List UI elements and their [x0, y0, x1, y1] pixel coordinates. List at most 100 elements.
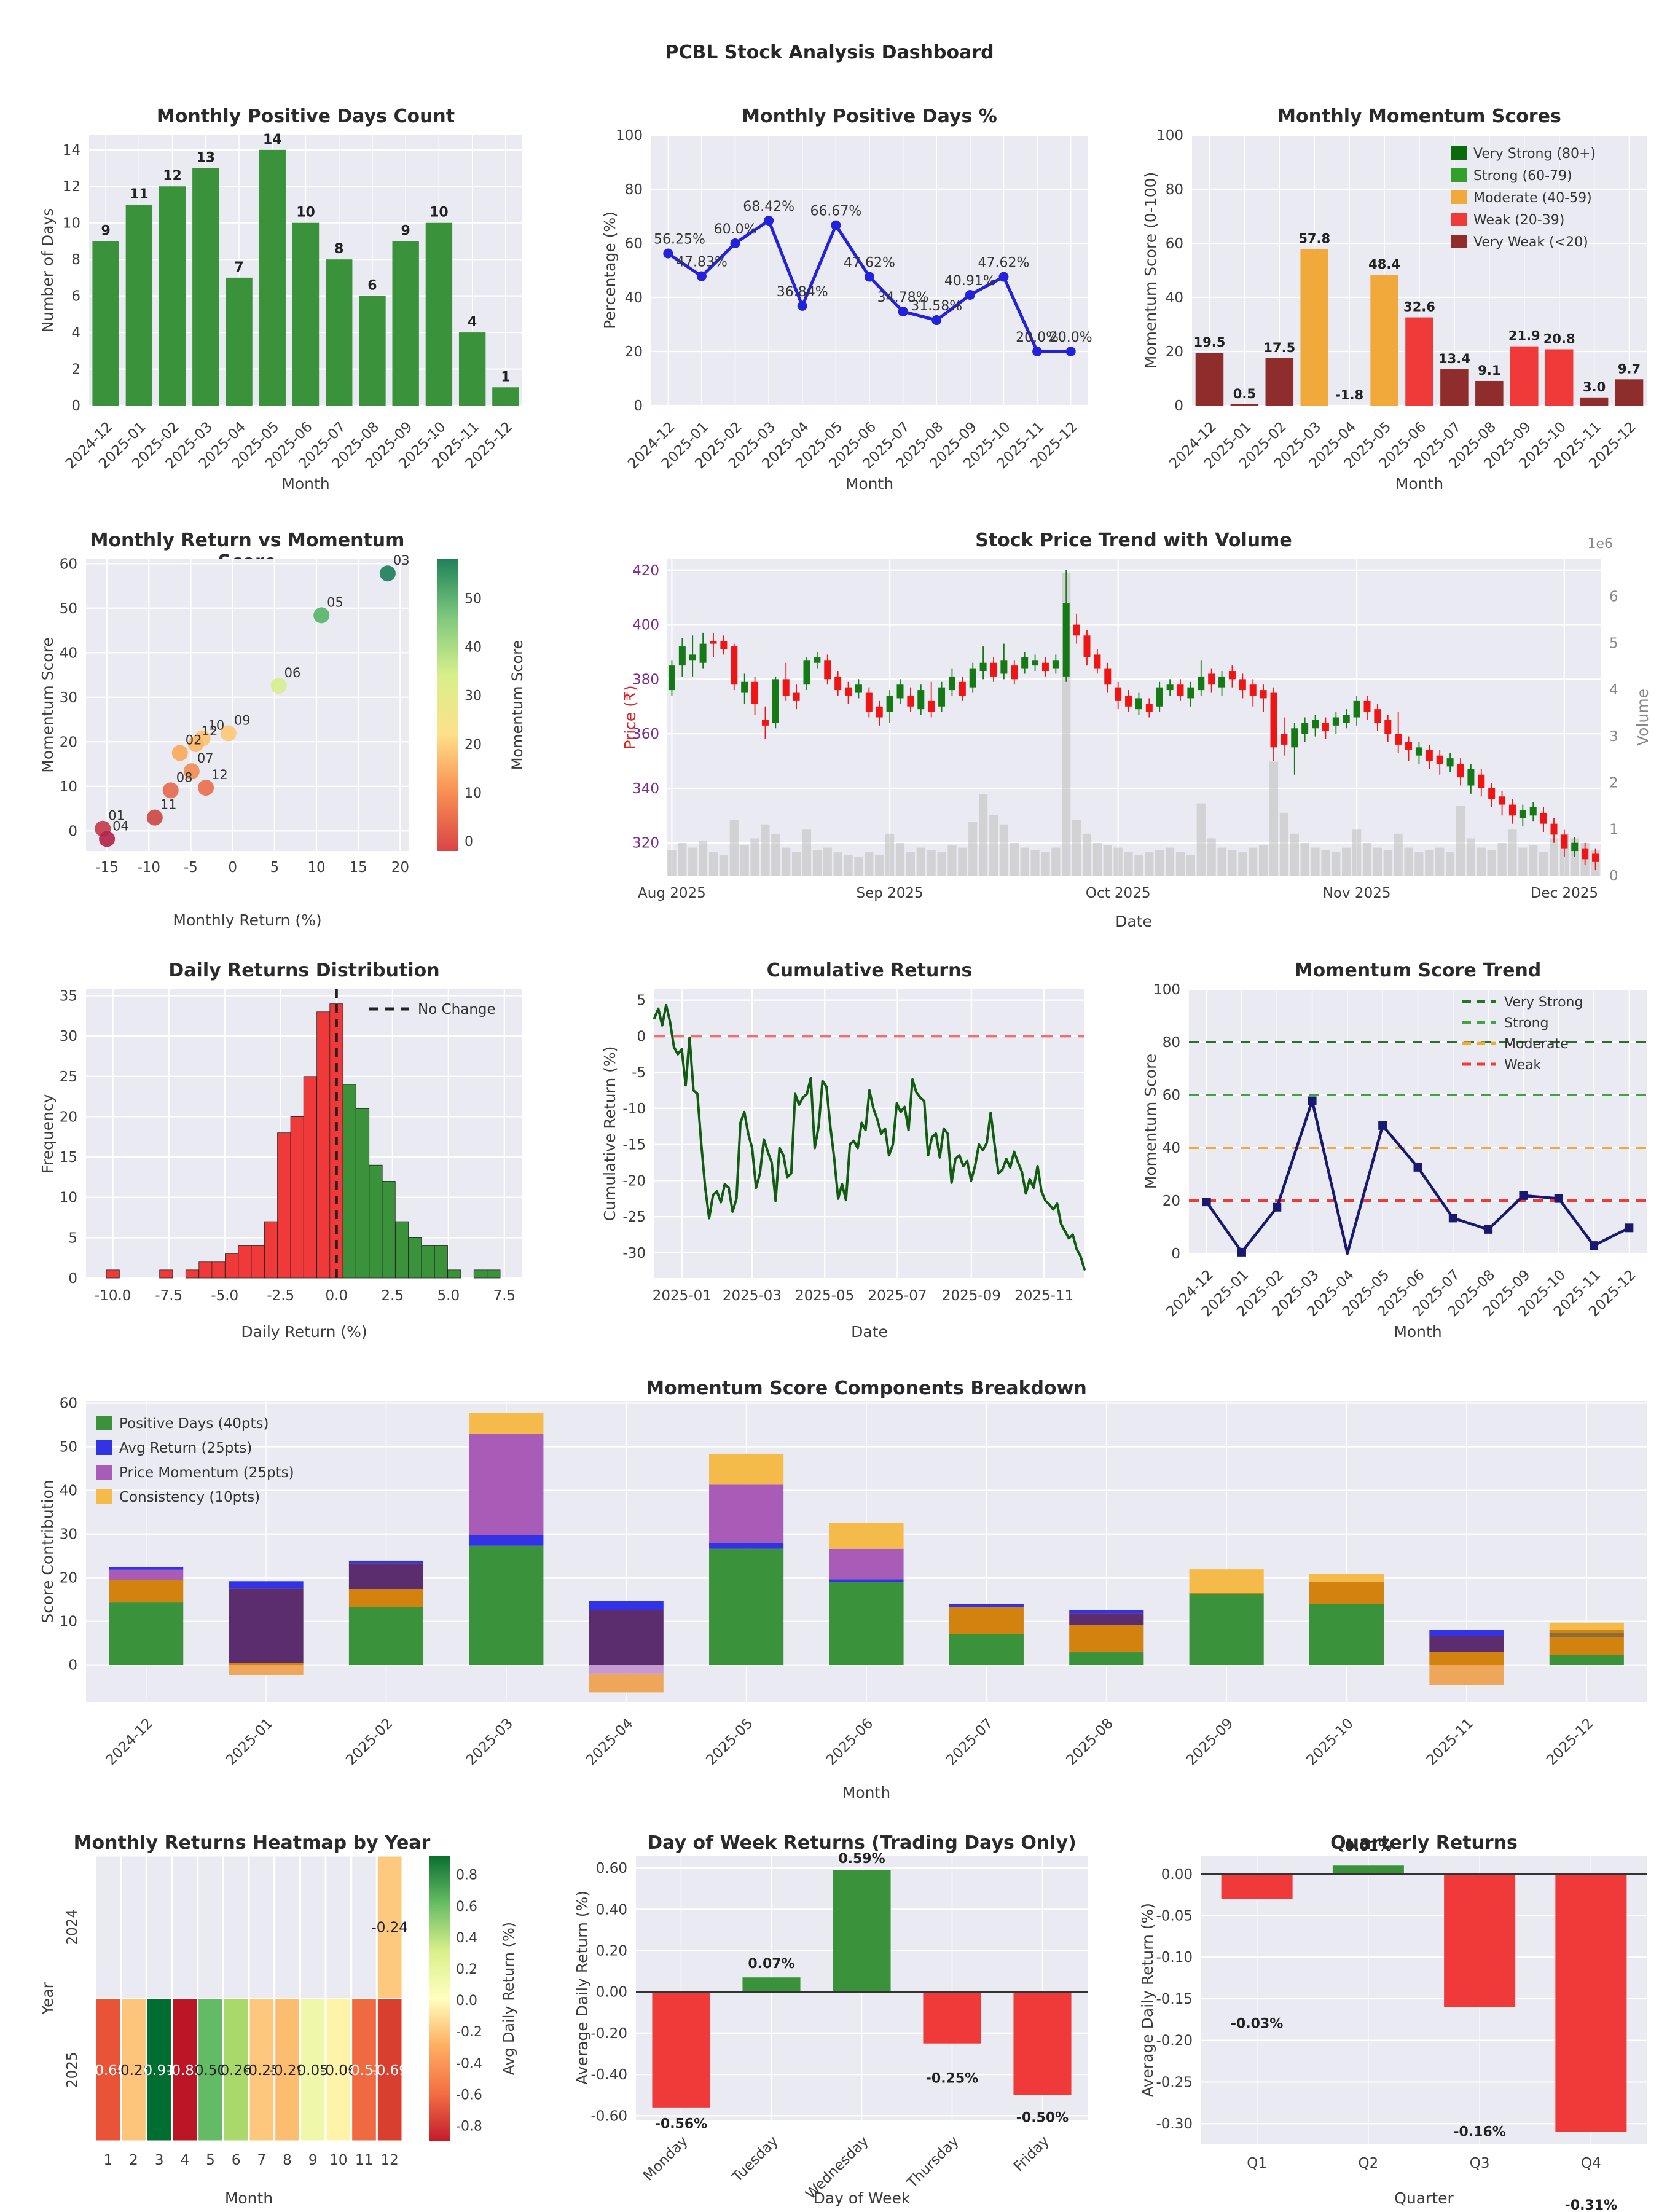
- svg-text:57.8: 57.8: [1298, 232, 1330, 246]
- svg-text:-0.20: -0.20: [1156, 2033, 1193, 2049]
- svg-text:48.4: 48.4: [1368, 257, 1400, 272]
- svg-text:380: 380: [632, 672, 659, 688]
- legend: Positive Days (40pts) Avg Return (25pts) P…: [96, 1416, 294, 1505]
- svg-text:2: 2: [1609, 775, 1618, 791]
- svg-text:-0.53: -0.53: [346, 2063, 383, 2079]
- returns-hist-chart: Daily Returns Distribution 0 5 10 15 20 25 30 3…: [37, 946, 535, 1346]
- svg-text:340: 340: [632, 781, 659, 797]
- svg-text:10: 10: [307, 860, 325, 876]
- svg-text:320: 320: [632, 836, 659, 852]
- svg-text:40: 40: [625, 290, 643, 306]
- svg-text:0: 0: [228, 860, 237, 876]
- svg-text:0: 0: [1609, 868, 1618, 884]
- svg-text:-0.69: -0.69: [371, 2063, 408, 2079]
- svg-text:-0.25: -0.25: [1156, 2074, 1193, 2090]
- price-volume-chart: Stock Price Trend with Volume 320 340 360 3…: [621, 516, 1659, 934]
- chart-title: Monthly Returns Heatmap by Year: [73, 1832, 431, 1854]
- svg-text:2.5: 2.5: [382, 1288, 404, 1304]
- dashboard-title: PCBL Stock Analysis Dashboard: [665, 42, 994, 63]
- svg-text:Weak: Weak: [1504, 1057, 1541, 1073]
- svg-text:-1.8: -1.8: [1335, 388, 1363, 402]
- svg-text:Frequency: Frequency: [39, 1094, 57, 1173]
- svg-text:360: 360: [632, 726, 659, 742]
- svg-text:-0.06: -0.06: [320, 2063, 357, 2079]
- chart-title: Monthly Return vs Momentum Score: [90, 530, 405, 573]
- svg-text:-0.4: -0.4: [456, 2056, 482, 2071]
- svg-text:20.0%: 20.0%: [1049, 330, 1092, 345]
- svg-text:2025-07: 2025-07: [943, 1716, 996, 1768]
- svg-text:0.0: 0.0: [456, 1993, 477, 2009]
- svg-text:2025-09: 2025-09: [942, 1288, 1001, 1304]
- svg-text:5: 5: [68, 1230, 77, 1246]
- svg-text:2024-12: 2024-12: [103, 1716, 156, 1768]
- svg-text:2: 2: [129, 2152, 138, 2168]
- positive-days-chart: Monthly Positive Days Count 0 2 4 6 8 10 12 14 9…: [37, 92, 535, 498]
- svg-text:20: 20: [465, 737, 482, 753]
- svg-text:Daily Return (%): Daily Return (%): [241, 1323, 367, 1341]
- return-vs-momentum-chart: Monthly Return vs Momentum Score 0 10 20 30…: [37, 516, 541, 934]
- dow-chart: Day of Week Returns (Trading Days Only) …: [571, 1819, 1100, 2212]
- svg-text:3: 3: [155, 2152, 164, 2168]
- svg-text:50: 50: [60, 601, 77, 617]
- svg-text:0.05: 0.05: [297, 2063, 329, 2079]
- dow-plot: 0.60 0.40 0.20 0.00 -0.20 -0.40 -0.60 -0.56% 0.0…: [573, 1851, 1088, 2207]
- svg-text:100: 100: [1156, 128, 1183, 144]
- svg-text:Month: Month: [281, 475, 329, 493]
- svg-text:4: 4: [181, 2152, 190, 2168]
- svg-text:Weak (20-39): Weak (20-39): [1473, 213, 1564, 228]
- svg-text:40.91%: 40.91%: [944, 273, 996, 289]
- svg-text:11: 11: [160, 798, 177, 812]
- svg-text:-0.8: -0.8: [456, 2119, 482, 2134]
- svg-text:-20: -20: [622, 1173, 646, 1189]
- svg-text:20: 20: [60, 1109, 77, 1125]
- svg-text:30: 30: [465, 689, 482, 704]
- svg-text:-15: -15: [95, 860, 119, 876]
- svg-text:02: 02: [186, 732, 202, 747]
- svg-text:Nov 2025: Nov 2025: [1323, 885, 1391, 901]
- svg-text:Q3: Q3: [1470, 2155, 1490, 2171]
- svg-text:Very Strong: Very Strong: [1504, 995, 1583, 1010]
- svg-text:Cumulative Return (%): Cumulative Return (%): [601, 1046, 619, 1222]
- svg-text:0.59%: 0.59%: [838, 1851, 885, 1867]
- svg-text:-0.50%: -0.50%: [1016, 2110, 1069, 2125]
- svg-text:0.20: 0.20: [596, 1943, 627, 1959]
- svg-text:12: 12: [381, 2152, 399, 2168]
- svg-text:50: 50: [60, 1440, 77, 1456]
- svg-text:-0.26: -0.26: [116, 2063, 152, 2079]
- svg-text:07: 07: [197, 751, 214, 766]
- svg-text:-7.5: -7.5: [155, 1288, 182, 1304]
- svg-text:-0.10: -0.10: [1156, 1950, 1193, 1966]
- svg-text:-0.20: -0.20: [590, 2026, 627, 2042]
- returns-hist-plot: 0 5 10 15 20 25 30 35 -10.0 -7.5 -5.0 -2.5 0.0 2.5 5.0…: [39, 989, 522, 1341]
- svg-text:9.7: 9.7: [1618, 361, 1641, 376]
- svg-text:2025-05: 2025-05: [704, 1716, 756, 1768]
- svg-text:-30: -30: [622, 1245, 646, 1261]
- svg-text:7: 7: [234, 260, 243, 275]
- svg-text:5: 5: [270, 860, 279, 876]
- svg-text:35: 35: [60, 989, 77, 1005]
- svg-text:Date: Date: [851, 1323, 888, 1341]
- svg-text:20: 20: [1166, 344, 1183, 360]
- svg-text:2025-12: 2025-12: [1543, 1716, 1596, 1768]
- svg-text:0.01%: 0.01%: [1345, 1839, 1392, 1854]
- positive-pct-chart: Monthly Positive Days % 0 20 40 60 80 100 56.2…: [599, 92, 1100, 498]
- svg-text:Dec 2025: Dec 2025: [1531, 885, 1598, 901]
- svg-text:Score Contribution: Score Contribution: [39, 1480, 57, 1623]
- svg-text:-0.03%: -0.03%: [1231, 2016, 1283, 2031]
- svg-text:2025-11: 2025-11: [1424, 1716, 1477, 1768]
- svg-text:5.0: 5.0: [437, 1288, 460, 1304]
- svg-text:2025-10: 2025-10: [1303, 1716, 1356, 1768]
- svg-text:1: 1: [501, 369, 510, 385]
- svg-text:-0.40: -0.40: [590, 2067, 627, 2083]
- svg-text:13: 13: [196, 151, 215, 166]
- svg-text:-0.24: -0.24: [371, 1920, 408, 1936]
- svg-text:19.5: 19.5: [1194, 335, 1226, 350]
- svg-text:Oct 2025: Oct 2025: [1086, 885, 1151, 901]
- svg-text:47.62%: 47.62%: [978, 255, 1030, 270]
- svg-text:0.0: 0.0: [326, 1288, 348, 1304]
- svg-text:0.4: 0.4: [456, 1931, 477, 1946]
- svg-text:2025-09: 2025-09: [1183, 1716, 1236, 1768]
